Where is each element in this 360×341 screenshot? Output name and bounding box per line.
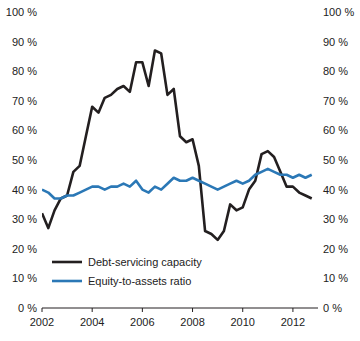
y-tick-label: 10 % xyxy=(12,272,37,284)
x-axis-line xyxy=(42,308,318,309)
y-tick-label: 0 % xyxy=(18,302,37,314)
legend-label: Debt-servicing capacity xyxy=(88,256,202,268)
chart-svg: 0 % 10 % 20 % 30 % 40 % 50 % 60 % 70 % 80 % 90 % 1… xyxy=(0,0,360,341)
y2-tick-label: 20 % xyxy=(323,243,348,255)
x-tick-label: 2004 xyxy=(80,316,104,328)
y2-tick-label: 10 % xyxy=(323,272,348,284)
x-tick-label: 2006 xyxy=(130,316,154,328)
y-tick-label: 20 % xyxy=(12,243,37,255)
x-tick xyxy=(192,308,193,312)
chart-container: 0 % 10 % 20 % 30 % 40 % 50 % 60 % 70 % 80 % 90 % 1… xyxy=(0,0,360,341)
legend-swatch xyxy=(52,280,82,283)
series-line xyxy=(42,169,312,199)
legend-label: Equity-to-assets ratio xyxy=(88,275,191,287)
y-tick-label: 30 % xyxy=(12,213,37,225)
y-tick-label: 60 % xyxy=(12,124,37,136)
y2-tick-label: 40 % xyxy=(323,184,348,196)
legend: Debt-servicing capacity Equity-to-assets … xyxy=(52,256,202,287)
y-tick-label: 40 % xyxy=(12,184,37,196)
y2-tick-label: 70 % xyxy=(323,95,348,107)
x-tick xyxy=(142,308,143,312)
x-tick-label: 2010 xyxy=(230,316,254,328)
series-line xyxy=(42,50,312,239)
y-tick-label: 100 % xyxy=(6,6,37,18)
y2-tick-label: 100 % xyxy=(323,6,354,18)
y2-tick-label: 80 % xyxy=(323,65,348,77)
x-tick-label: 2002 xyxy=(30,316,54,328)
y2-tick-label: 30 % xyxy=(323,213,348,225)
y2-tick-label: 90 % xyxy=(323,36,348,48)
y2-tick-label: 50 % xyxy=(323,154,348,166)
x-tick-label: 2012 xyxy=(281,316,305,328)
x-tick xyxy=(92,308,93,312)
x-tick-label: 2008 xyxy=(180,316,204,328)
x-tick xyxy=(42,308,43,312)
y-tick-label: 80 % xyxy=(12,65,37,77)
y-tick-label: 70 % xyxy=(12,95,37,107)
y-tick-label: 50 % xyxy=(12,154,37,166)
y-tick-label: 90 % xyxy=(12,36,37,48)
y2-tick-label: 0 % xyxy=(323,302,342,314)
x-tick xyxy=(242,308,243,312)
x-tick xyxy=(292,308,293,312)
y2-tick-label: 60 % xyxy=(323,124,348,136)
legend-swatch xyxy=(52,261,82,264)
lines-group xyxy=(42,50,312,239)
